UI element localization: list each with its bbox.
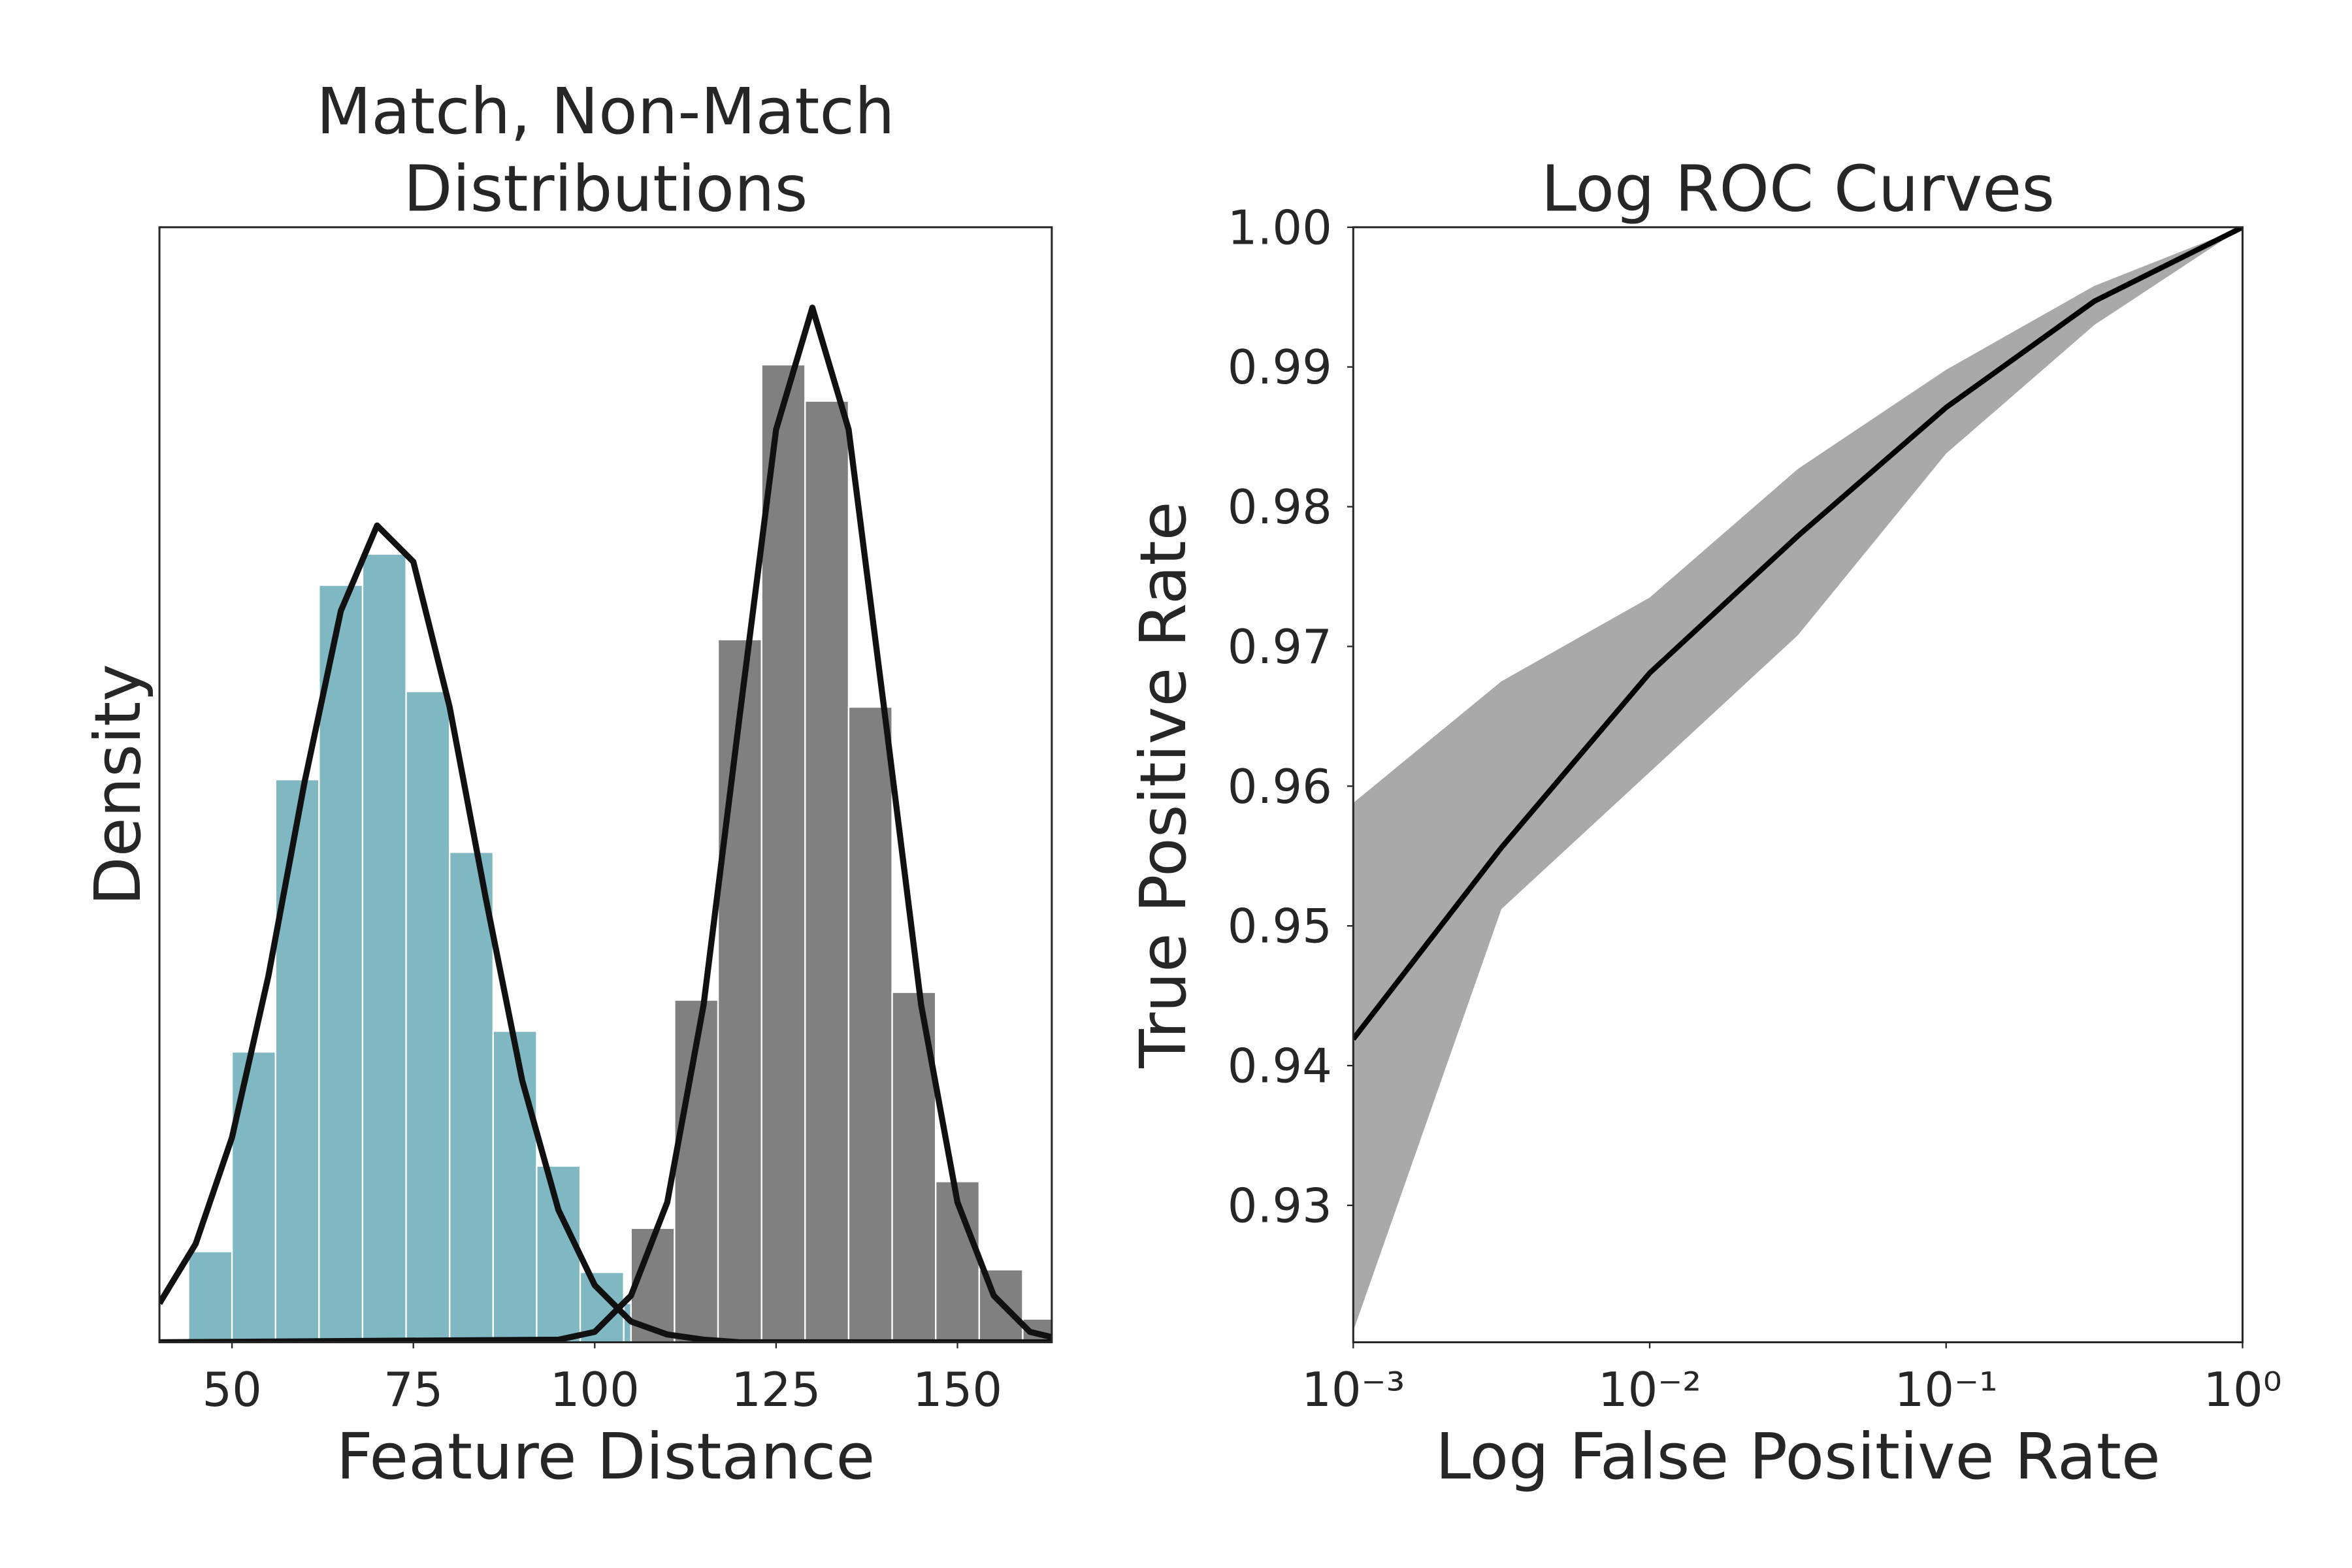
plot-area <box>1353 227 2243 1331</box>
plot-frame <box>158 226 1053 1343</box>
histogram-bar <box>847 706 893 1343</box>
y-tick-label: 0.99 <box>1228 340 1332 395</box>
roc-curve <box>1353 227 2243 1041</box>
histogram-bar <box>804 400 850 1343</box>
histogram-bar <box>188 1250 233 1343</box>
plot-frame <box>1352 226 2244 1343</box>
histogram-bar <box>405 691 451 1343</box>
chart-title: Distributions <box>404 152 808 225</box>
x-tick-label: 10⁰ <box>2203 1362 2281 1417</box>
chart-title: Match, Non-Match <box>316 74 894 148</box>
histogram-panel: 50 75 100 125 150 Feature Distance Density Matc… <box>81 74 1053 1494</box>
y-tick-label: 0.94 <box>1228 1039 1332 1094</box>
histogram-bar <box>361 553 407 1343</box>
x-tick-label: 75 <box>384 1362 443 1417</box>
histogram-bar <box>717 638 762 1343</box>
x-tick-label: 10⁻¹ <box>1895 1362 1998 1417</box>
y-tick-label: 0.93 <box>1228 1178 1332 1233</box>
x-axis-label: Feature Distance <box>336 1420 875 1494</box>
x-axis-label: Log False Positive Rate <box>1435 1420 2161 1494</box>
y-axis-label: True Positive Rate <box>1126 501 1200 1068</box>
histogram-bar <box>492 1030 538 1343</box>
x-tick-label: 10⁻² <box>1598 1362 1701 1417</box>
x-tick-label: 10⁻³ <box>1301 1362 1405 1417</box>
y-tick-label: 0.97 <box>1228 619 1332 674</box>
histogram-bar <box>274 779 320 1343</box>
chart-title: Log ROC Curves <box>1541 152 2055 225</box>
y-tick-label: 1.00 <box>1228 200 1332 255</box>
roc-panel: 10⁻³ 10⁻² 10⁻¹ 10⁰ 0.93 0.94 0.95 0.96 0.97 0.98 0… <box>1126 152 2282 1494</box>
fit-curve <box>159 304 1052 1343</box>
x-tick-label: 50 <box>202 1362 261 1417</box>
y-tick-label: 0.95 <box>1228 899 1332 954</box>
x-tick-label: 125 <box>731 1362 821 1417</box>
y-axis-label: Density <box>81 664 155 906</box>
x-tick-label: 100 <box>550 1362 640 1417</box>
x-tick-label: 150 <box>913 1362 1002 1417</box>
roc-band <box>1353 227 2243 1331</box>
histogram-bar <box>449 851 495 1343</box>
y-tick-label: 0.96 <box>1228 759 1332 814</box>
y-tick-label: 0.98 <box>1228 480 1332 534</box>
plot-area <box>159 304 1052 1343</box>
fit-curve <box>159 522 1052 1343</box>
histogram-bar <box>536 1165 581 1343</box>
histogram-bar <box>318 584 364 1343</box>
histogram-bar <box>760 364 806 1343</box>
